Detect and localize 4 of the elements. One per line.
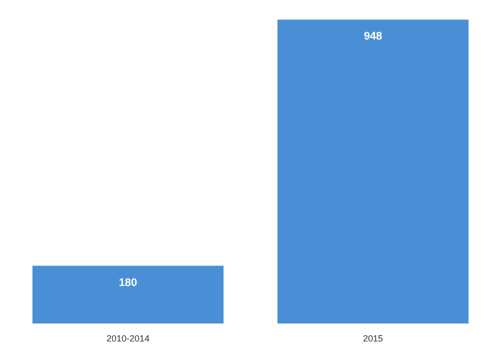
data-label: 180 [118, 276, 138, 289]
x-tick-label: 2015 [362, 334, 384, 344]
x-tick-label: 2010-2014 [106, 334, 150, 344]
data-label: 948 [364, 30, 382, 43]
